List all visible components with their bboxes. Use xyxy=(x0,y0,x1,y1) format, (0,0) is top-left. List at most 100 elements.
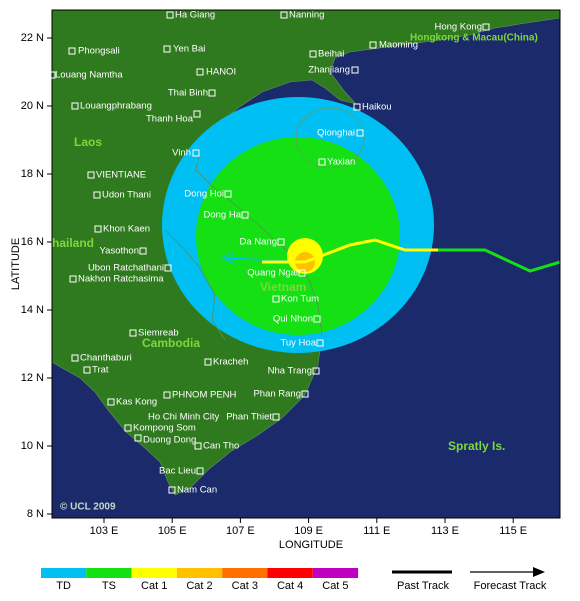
track-cat1 xyxy=(262,238,438,264)
place-label: Louang Namtha xyxy=(55,70,123,81)
place-marker xyxy=(48,71,56,79)
place-label: Dong Hoi xyxy=(184,189,224,200)
place-marker xyxy=(166,11,174,19)
place-marker xyxy=(196,68,204,76)
place-label: Siemreab xyxy=(138,328,179,339)
legend-label: Cat 2 xyxy=(186,580,212,592)
place-label: Phongsali xyxy=(78,46,120,57)
region-label: Laos xyxy=(74,135,102,149)
place-marker xyxy=(71,354,79,362)
place-marker xyxy=(107,398,115,406)
place-marker xyxy=(83,366,91,374)
place-label: Hong Kong xyxy=(434,22,482,33)
place-marker xyxy=(168,486,176,494)
place-label: Kracheh xyxy=(213,357,248,368)
place-marker xyxy=(124,424,132,432)
x-axis-title: LONGITUDE xyxy=(279,539,343,551)
place-marker xyxy=(69,275,77,283)
place-label: Zhanjiang xyxy=(308,65,350,76)
place-marker xyxy=(301,390,309,398)
place-marker xyxy=(351,66,359,74)
place-marker xyxy=(163,391,171,399)
lon-tick-label: 103 E xyxy=(90,525,119,537)
legend-swatch xyxy=(312,568,359,578)
lon-tick-label: 105 E xyxy=(158,525,187,537)
place-label: Yen Bai xyxy=(173,44,205,55)
place-label: Yaxian xyxy=(327,157,355,168)
legend-label: TS xyxy=(102,580,116,592)
place-label: Louangphrabang xyxy=(80,101,152,112)
place-label: Da Nang xyxy=(240,237,278,248)
place-label: Thai Binh xyxy=(168,88,208,99)
place-marker xyxy=(196,467,204,475)
place-marker xyxy=(93,191,101,199)
lat-tick-label: 22 N xyxy=(21,32,44,44)
place-marker xyxy=(94,225,102,233)
place-label: Kon Tum xyxy=(281,294,319,305)
place-label: VIENTIANE xyxy=(96,170,146,181)
place-label: Qui Nhon xyxy=(273,314,313,325)
place-marker xyxy=(309,50,317,58)
legend-label: Cat 5 xyxy=(322,580,348,592)
lon-tick-label: 111 E xyxy=(363,525,390,537)
place-label: Vinh xyxy=(172,148,191,159)
place-label: Nakhon Ratchasima xyxy=(78,274,164,285)
place-label: PHNOM PENH xyxy=(172,390,237,401)
place-marker xyxy=(298,269,306,277)
lat-tick-label: 12 N xyxy=(21,372,44,384)
coast-outline xyxy=(195,149,323,336)
legend-label: Cat 1 xyxy=(141,580,167,592)
hainan-outline xyxy=(295,107,365,169)
place-label: Kompong Som xyxy=(133,423,196,434)
place-marker xyxy=(356,129,364,137)
place-marker xyxy=(316,339,324,347)
place-marker xyxy=(318,158,326,166)
place-marker xyxy=(272,295,280,303)
place-label: Nam Can xyxy=(177,485,217,496)
place-label: Bac Lieu xyxy=(159,466,196,477)
lon-tick-label: 115 E xyxy=(499,525,527,537)
lat-tick-label: 16 N xyxy=(21,236,44,248)
border xyxy=(164,229,226,341)
place-marker xyxy=(129,329,137,337)
place-label: Yasothon xyxy=(100,246,139,257)
legend-label: TD xyxy=(56,580,71,592)
track-ts xyxy=(438,248,560,273)
place-label: Nha Trang xyxy=(268,366,312,377)
place-label: Tuy Hoa xyxy=(280,338,316,349)
region-label: Cambodia xyxy=(142,336,200,350)
forecast-track-arrow xyxy=(533,567,545,577)
place-label: Phan Thiet xyxy=(226,412,272,423)
place-marker xyxy=(312,367,320,375)
place-marker xyxy=(280,11,288,19)
forecast-arrow xyxy=(220,252,233,264)
legend-label: Past Track xyxy=(397,580,449,592)
place-label: Qionghai xyxy=(317,128,355,139)
place-label: Dong Ha xyxy=(204,210,242,221)
place-marker xyxy=(241,211,249,219)
ts-wind-radius xyxy=(196,137,400,335)
place-label: Khon Kaen xyxy=(103,224,150,235)
place-marker xyxy=(139,247,147,255)
legend-swatch xyxy=(41,568,87,578)
place-marker xyxy=(194,442,202,450)
place-label: Quang Ngai xyxy=(247,268,298,279)
legend-label: Cat 3 xyxy=(232,580,258,592)
place-marker xyxy=(277,238,285,246)
place-marker xyxy=(192,149,200,157)
place-label: Phan Rang xyxy=(253,389,301,400)
place-marker xyxy=(204,358,212,366)
region-label: Spratly Is. xyxy=(448,439,505,453)
region-label: hailand xyxy=(52,236,94,250)
credit: © UCL 2009 xyxy=(60,502,116,513)
lat-tick-label: 20 N xyxy=(21,100,44,112)
lat-tick-label: 18 N xyxy=(21,168,44,180)
place-marker xyxy=(87,171,95,179)
y-axis-title: LATITUDE xyxy=(10,238,22,290)
place-label: Nanning xyxy=(289,10,324,21)
place-label: Chanthaburi xyxy=(80,353,132,364)
place-label: Thanh Hoa xyxy=(146,114,194,125)
lon-tick-label: 113 E xyxy=(431,525,459,537)
place-label: Udon Thani xyxy=(102,190,151,201)
